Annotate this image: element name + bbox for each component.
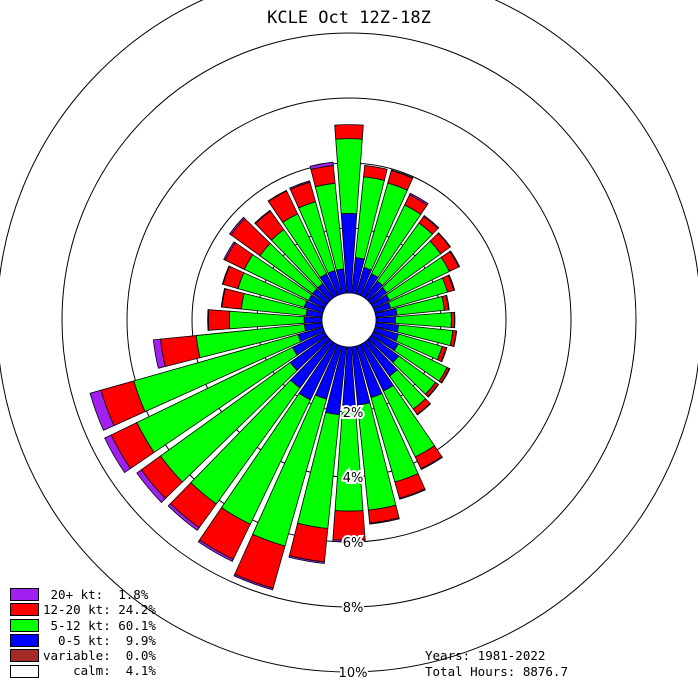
legend-swatch — [10, 618, 39, 632]
wedge-0-12-20-kt — [334, 124, 364, 140]
wedge-60-20-kt — [449, 250, 461, 268]
wedge-180-5-12-kt — [334, 408, 364, 512]
legend-label: variable: 0.0% — [43, 648, 156, 664]
ring-label-8: 8% — [343, 601, 364, 616]
wedge-230-20-kt — [136, 469, 166, 503]
ring-label-6: 6% — [343, 536, 364, 551]
wedge-20-20-kt — [390, 169, 414, 179]
wedge-260-12-20-kt — [160, 335, 201, 367]
wedge-90-0-5-kt — [375, 316, 396, 324]
wedge-270-20-kt — [207, 309, 210, 331]
wedge-120-20-kt — [440, 367, 451, 384]
legend-swatch — [10, 649, 39, 663]
wedge-70-20-kt — [447, 274, 456, 291]
wedge-110-20-kt — [440, 347, 448, 363]
legend-swatch — [10, 588, 39, 602]
wedge-270-12-20-kt — [207, 309, 231, 331]
legend-label: 5-12 kt: 60.1% — [43, 617, 156, 633]
legend-item-variable: variable: 0.0% — [10, 648, 156, 663]
legend-swatch — [10, 634, 39, 648]
legend-label: 0-5 kt: 9.9% — [43, 632, 156, 648]
wedge-190-12-20-kt — [288, 522, 329, 563]
wedge-100-20-kt — [453, 330, 458, 348]
wedge-180-20-kt — [332, 539, 366, 543]
ring-8-percent — [61, 32, 637, 608]
legend-label: 12-20 kt: 24.2% — [43, 602, 156, 618]
legend-label: 20+ kt: 1.8% — [43, 587, 149, 602]
wedge-330-20-kt — [267, 189, 288, 202]
wedge-210-20-kt — [197, 539, 234, 562]
total-hours-text: Total Hours: 8876.7 — [425, 663, 568, 679]
legend-item-0-5: 0-5 kt: 9.9% — [10, 633, 156, 648]
wedge-270-0-5-kt — [303, 316, 323, 324]
wedge-30-20-kt — [409, 192, 429, 206]
chart-title: KCLE Oct 12Z-18Z — [267, 8, 431, 28]
wedge-0-5-12-kt — [335, 138, 363, 215]
wedge-300-20-kt — [223, 241, 236, 261]
wedge-90-20-kt — [453, 311, 456, 329]
legend-item-calm: calm: 4.1% — [10, 663, 156, 678]
legend-item-12-20: 12-20 kt: 24.2% — [10, 602, 156, 617]
legend-swatch — [10, 603, 39, 617]
years-text: Years: 1981-2022 — [425, 648, 546, 663]
wedge-140-20-kt — [416, 402, 432, 416]
wedge-240-20-kt — [104, 434, 131, 474]
ring-label-4: 4% — [343, 471, 364, 486]
wedge-130-20-kt — [427, 383, 440, 398]
wedge-290-20-kt — [221, 265, 231, 285]
wedge-150-20-kt — [420, 456, 443, 471]
wedge-280-20-kt — [220, 288, 226, 308]
wedge-50-20-kt — [437, 232, 452, 248]
wedge-80-20-kt — [445, 294, 450, 311]
wedge-200-20-kt — [233, 573, 274, 591]
legend-item-5-12: 5-12 kt: 60.1% — [10, 618, 156, 633]
wedge-280-12-20-kt — [221, 288, 245, 310]
wedge-260-20-kt — [152, 338, 166, 369]
wedge-170-20-kt — [369, 517, 400, 525]
wedge-310-20-kt — [229, 216, 246, 236]
wedge-220-20-kt — [167, 503, 200, 531]
ring-10-percent — [0, 0, 698, 673]
wedge-350-20-kt — [309, 161, 334, 170]
wedge-250-20-kt — [89, 389, 115, 431]
wedge-320-20-kt — [254, 209, 272, 225]
footer-info: Years: 1981-2022 Total Hours: 8876.7 — [425, 648, 568, 679]
wedge-10-12-20-kt — [363, 164, 388, 181]
wedge-190-20-kt — [288, 555, 325, 564]
legend-label: calm: 4.1% — [43, 663, 156, 679]
wedge-160-20-kt — [398, 488, 426, 500]
ring-label-10: 10% — [339, 666, 368, 681]
legend-swatch — [10, 664, 39, 678]
wedge-340-20-kt — [289, 180, 311, 190]
ring-label-2: 2% — [343, 406, 364, 421]
legend: 20+ kt: 1.8% 12-20 kt: 24.2% 5-12 kt: 60… — [10, 587, 156, 679]
legend-item-20plus: 20+ kt: 1.8% — [10, 587, 156, 602]
wedge-40-20-kt — [423, 215, 440, 229]
